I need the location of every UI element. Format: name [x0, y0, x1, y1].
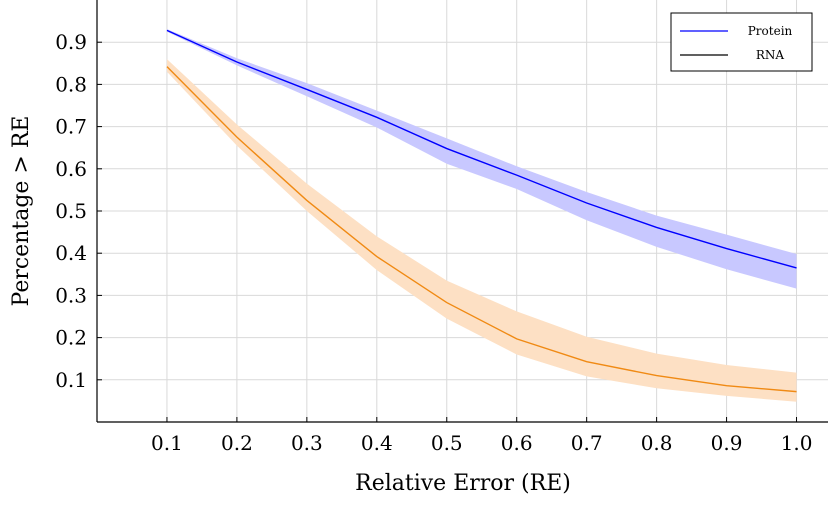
legend: Protein RNA: [670, 12, 813, 72]
y-tick-label-6: 0.7: [55, 115, 87, 139]
legend-label-protein: Protein: [748, 24, 793, 38]
band-protein: [166, 29, 797, 289]
tick-labels: 0.1 0.2 0.3 0.4 0.5 0.6 0.7 0.8 0.9 1.0 0.1 0.2 0.3 0…: [55, 30, 812, 455]
x-tick-label-8: 0.9: [711, 431, 743, 455]
y-tick-label-2: 0.3: [55, 283, 87, 307]
x-tick-label-5: 0.6: [501, 431, 533, 455]
x-tick-label-2: 0.3: [291, 431, 323, 455]
y-tick-label-4: 0.5: [55, 199, 87, 223]
x-axis-label: Relative Error (RE): [355, 471, 571, 496]
x-tick-label-3: 0.4: [361, 431, 393, 455]
x-tick-label-6: 0.7: [571, 431, 603, 455]
legend-box: [670, 12, 813, 72]
series-line-protein: [166, 29, 797, 269]
x-tick-label-4: 0.5: [431, 431, 463, 455]
legend-label-rna: RNA: [756, 48, 785, 62]
band-rna: [166, 59, 797, 402]
x-tick-label-0: 0.1: [151, 431, 183, 455]
y-tick-label-0: 0.1: [55, 368, 87, 392]
y-axis-label: Percentage > RE: [9, 116, 34, 307]
y-tick-label-7: 0.8: [55, 72, 87, 96]
axes: [96, 0, 828, 423]
y-tick-label-8: 0.9: [55, 30, 87, 54]
series-lines: [166, 29, 797, 393]
x-tick-label-1: 0.2: [221, 431, 253, 455]
confidence-bands: [166, 29, 797, 402]
x-tick-label-7: 0.8: [641, 431, 673, 455]
y-tick-label-1: 0.2: [55, 326, 87, 350]
y-tick-label-5: 0.6: [55, 157, 87, 181]
x-tick-label-9: 1.0: [781, 431, 813, 455]
y-tick-label-3: 0.4: [55, 241, 87, 265]
series-line-rna: [166, 66, 797, 393]
